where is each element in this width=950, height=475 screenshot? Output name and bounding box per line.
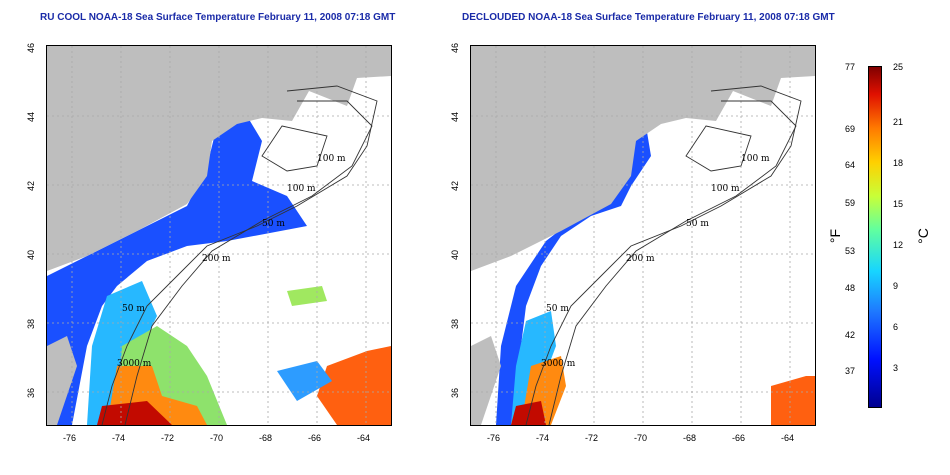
- contour-label: 100 m: [287, 184, 316, 194]
- y-tick: 46: [450, 42, 461, 54]
- x-tick: -66: [732, 433, 746, 443]
- y-tick: 40: [450, 249, 461, 261]
- x-tick: -68: [259, 433, 273, 443]
- contour-label: 100 m: [317, 154, 346, 164]
- y-tick: 36: [26, 387, 37, 399]
- sst-cold-band: [47, 116, 307, 425]
- x-tick: -64: [781, 433, 795, 443]
- contour-label: 3000 m: [117, 359, 152, 369]
- contour-label: 200 m: [626, 254, 655, 264]
- y-tick: 44: [26, 111, 37, 123]
- f-tick: 53: [845, 246, 856, 256]
- f-tick: 48: [845, 283, 856, 293]
- fahrenheit-unit: °F: [827, 228, 844, 244]
- x-tick: -76: [63, 433, 77, 443]
- f-tick: 42: [845, 330, 856, 340]
- c-tick: 21: [893, 117, 904, 127]
- f-tick: 69: [845, 124, 856, 134]
- f-tick: 77: [845, 62, 856, 72]
- bathymetry-contours: [101, 85, 378, 425]
- c-tick: 12: [893, 240, 904, 250]
- contour-label: 3000 m: [541, 359, 576, 369]
- x-tick: -74: [536, 433, 550, 443]
- sst-scatter-green: [287, 286, 327, 306]
- land-small-tongue: [471, 336, 501, 425]
- left-map-title: RU COOL NOAA-18 Sea Surface Temperature …: [40, 12, 396, 23]
- x-tick: -72: [585, 433, 599, 443]
- y-tick: 38: [26, 318, 37, 330]
- sst-hot-core: [97, 401, 172, 425]
- land-mass: [47, 46, 391, 271]
- c-tick: 3: [893, 363, 899, 373]
- right-map-title: DECLOUDED NOAA-18 Sea Surface Temperatur…: [462, 12, 835, 23]
- temperature-colorbar: [868, 66, 882, 408]
- contour-label: 100 m: [741, 154, 770, 164]
- contour-label: 50 m: [546, 304, 569, 314]
- declouded-sst-map: 100 m 100 m 50 m 200 m 50 m 3000 m: [470, 45, 816, 426]
- y-tick: 38: [450, 318, 461, 330]
- y-tick: 44: [450, 111, 461, 123]
- x-tick: -74: [112, 433, 126, 443]
- f-tick: 59: [845, 198, 856, 208]
- contour-label: 50 m: [686, 219, 709, 229]
- sst-hot-core: [511, 401, 546, 425]
- f-tick: 64: [845, 160, 856, 170]
- x-tick: -76: [487, 433, 501, 443]
- contour-label: 50 m: [262, 219, 285, 229]
- c-tick: 15: [893, 199, 904, 209]
- y-tick: 42: [26, 180, 37, 192]
- y-tick: 36: [450, 387, 461, 399]
- c-tick: 18: [893, 158, 904, 168]
- sst-scatter-cool: [277, 361, 332, 401]
- c-tick: 6: [893, 322, 899, 332]
- x-tick: -70: [634, 433, 648, 443]
- contour-label: 100 m: [711, 184, 740, 194]
- raw-sst-map: 100 m 100 m 50 m 200 m 50 m 3000 m: [46, 45, 392, 426]
- y-tick: 42: [450, 180, 461, 192]
- bathymetry-contours: [525, 85, 802, 425]
- contour-label: 50 m: [122, 304, 145, 314]
- sst-scattered-patch: [771, 376, 815, 425]
- land-mass: [471, 46, 815, 271]
- y-tick: 40: [26, 249, 37, 261]
- sst-scattered-patch: [317, 346, 391, 425]
- land-small-tongue: [47, 336, 77, 425]
- celsius-unit: °C: [914, 228, 931, 244]
- c-tick: 25: [893, 62, 904, 72]
- c-tick: 9: [893, 281, 899, 291]
- x-tick: -64: [357, 433, 371, 443]
- x-tick: -66: [308, 433, 322, 443]
- contour-label: 200 m: [202, 254, 231, 264]
- x-tick: -68: [683, 433, 697, 443]
- f-tick: 37: [845, 366, 856, 376]
- y-tick: 46: [26, 42, 37, 54]
- x-tick: -70: [210, 433, 224, 443]
- x-tick: -72: [161, 433, 175, 443]
